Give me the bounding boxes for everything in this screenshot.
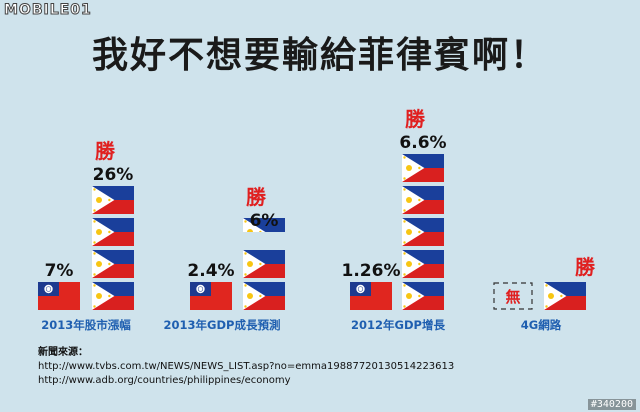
win-badge: 勝 bbox=[95, 139, 116, 163]
taiwan-value-label: 2.4% bbox=[187, 261, 234, 281]
philippines-flag bbox=[402, 250, 444, 278]
philippines-value-label: 6% bbox=[250, 211, 279, 231]
philippines-flag bbox=[402, 186, 444, 214]
philippines-flag bbox=[544, 282, 586, 310]
philippines-flag bbox=[243, 250, 285, 278]
sun-icon bbox=[96, 229, 102, 235]
category-label: 2013年股市漲幅 bbox=[41, 318, 131, 332]
philippines-flag bbox=[402, 282, 444, 310]
win-badge: 勝 bbox=[246, 185, 267, 209]
sources-block: 新聞來源： http://www.tvbs.com.tw/NEWS/NEWS_L… bbox=[38, 346, 454, 388]
sun-icon bbox=[96, 261, 102, 267]
philippines-flag bbox=[92, 186, 134, 214]
win-badge: 勝 bbox=[575, 255, 596, 279]
chart-group-1: 7% 26%勝 2013年股市漲幅 bbox=[38, 139, 134, 332]
philippines-flag bbox=[402, 218, 444, 246]
taiwan-value-label: 1.26% bbox=[342, 261, 401, 281]
category-label: 2013年GDP成長預測 bbox=[164, 318, 281, 332]
sun-icon bbox=[247, 229, 253, 232]
chart-group-2: 2.4% 6%勝 2013年GDP成長預測 bbox=[164, 185, 285, 332]
chart-group-4: 無 勝 4G網路 bbox=[493, 255, 596, 332]
philippines-flag bbox=[402, 154, 444, 182]
philippines-flag bbox=[92, 250, 134, 278]
mobile01-logo: MOBILE01 bbox=[4, 2, 92, 19]
win-badge: 勝 bbox=[405, 107, 426, 131]
category-label: 4G網路 bbox=[521, 318, 562, 332]
philippines-flag bbox=[243, 218, 285, 232]
philippines-flag bbox=[92, 282, 134, 310]
sun-icon bbox=[406, 229, 412, 235]
page-title: 我好不想要輸給菲律賓啊！ bbox=[91, 35, 548, 76]
taiwan-flag bbox=[38, 282, 80, 310]
chart-group-3: 1.26% 6.6%勝 2012年GDP增長 bbox=[342, 107, 447, 332]
philippines-flag bbox=[92, 218, 134, 246]
sun-icon bbox=[96, 197, 102, 203]
source-link[interactable]: http://www.adb.org/countries/philippines… bbox=[38, 375, 291, 386]
sun-icon bbox=[406, 293, 412, 299]
taiwan-value-label: 7% bbox=[45, 261, 74, 281]
sun-icon bbox=[247, 293, 253, 299]
source-link[interactable]: http://www.tvbs.com.tw/NEWS/NEWS_LIST.as… bbox=[38, 361, 455, 372]
taiwan-flag bbox=[190, 282, 232, 310]
sun-icon bbox=[406, 261, 412, 267]
sun-icon bbox=[406, 165, 412, 171]
empty-placeholder bbox=[493, 282, 533, 310]
sun-icon bbox=[406, 197, 412, 203]
philippines-value-label: 6.6% bbox=[399, 133, 446, 153]
none-label: 無 bbox=[505, 288, 520, 306]
philippines-flag bbox=[243, 282, 285, 310]
category-label: 2012年GDP增長 bbox=[351, 318, 445, 332]
philippines-value-label: 26% bbox=[93, 165, 134, 185]
sun-icon bbox=[548, 293, 554, 299]
sun-icon bbox=[247, 261, 253, 267]
sun-icon bbox=[96, 293, 102, 299]
sources-heading: 新聞來源： bbox=[38, 347, 88, 358]
image-id-watermark: #340200 bbox=[587, 399, 636, 410]
taiwan-flag bbox=[350, 282, 392, 310]
